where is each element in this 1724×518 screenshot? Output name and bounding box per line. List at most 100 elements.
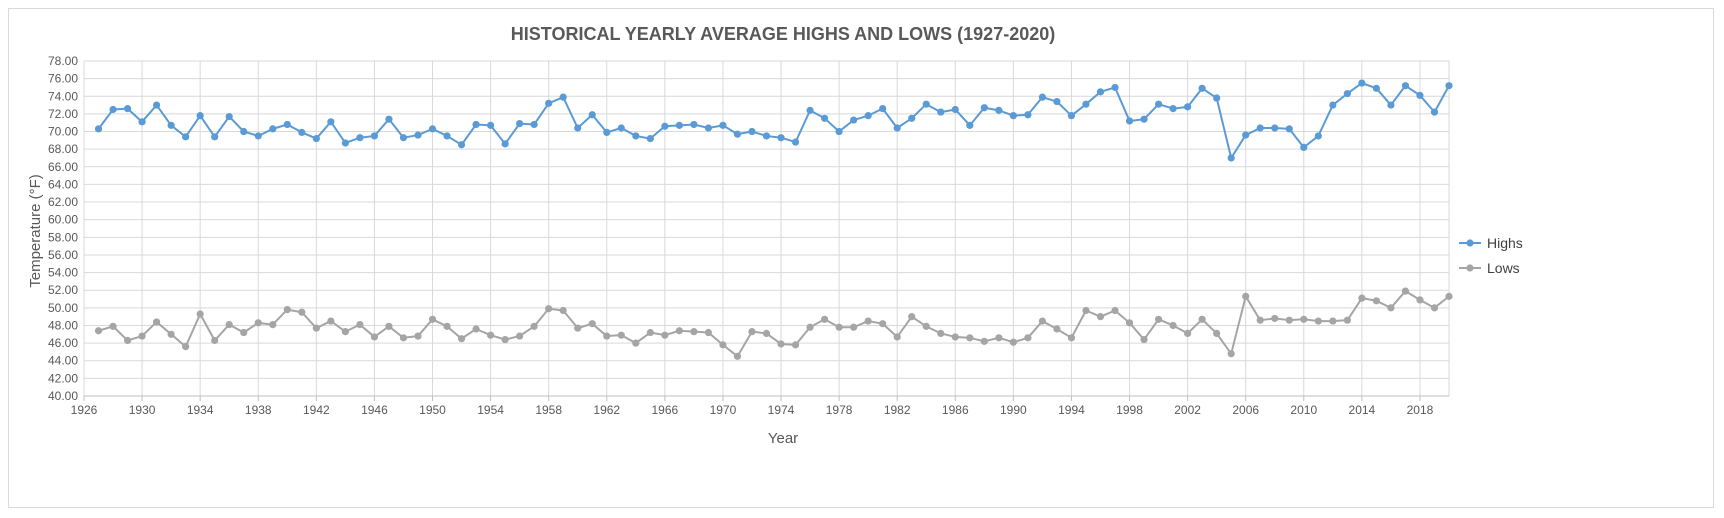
data-point-highs xyxy=(588,111,596,119)
data-point-lows xyxy=(704,328,713,337)
data-point-highs xyxy=(486,121,495,129)
data-point-highs xyxy=(545,99,553,107)
series-lines xyxy=(94,79,1453,360)
x-tick-label: 1958 xyxy=(535,403,562,417)
data-point-lows xyxy=(1387,304,1395,312)
data-point-highs xyxy=(1314,132,1322,140)
data-point-lows xyxy=(399,334,408,342)
data-point-lows xyxy=(777,340,785,348)
data-point-highs xyxy=(806,106,814,114)
data-point-highs xyxy=(1111,83,1119,92)
data-point-lows xyxy=(211,336,219,345)
data-point-highs xyxy=(399,134,408,142)
data-point-highs xyxy=(370,132,379,140)
data-point-highs xyxy=(94,125,103,133)
legend-marker-lows xyxy=(1466,264,1474,272)
data-point-highs xyxy=(298,128,306,137)
data-point-highs xyxy=(1343,90,1351,98)
data-point-highs xyxy=(196,112,204,120)
legend-label-highs: Highs xyxy=(1487,235,1523,251)
data-point-lows xyxy=(1024,334,1032,342)
data-point-lows xyxy=(806,323,814,331)
data-point-lows xyxy=(240,328,248,337)
data-point-highs xyxy=(893,124,901,132)
line-chart: HISTORICAL YEARLY AVERAGE HIGHS AND LOWS… xyxy=(27,24,1523,447)
data-point-lows xyxy=(995,334,1003,342)
data-point-highs xyxy=(356,134,364,142)
y-tick-label: 72.00 xyxy=(48,107,78,121)
x-tick-label: 1970 xyxy=(710,403,737,417)
data-point-lows xyxy=(225,320,233,329)
x-tick-label: 1938 xyxy=(245,403,272,417)
data-point-highs xyxy=(719,121,727,129)
data-point-highs xyxy=(1387,101,1395,109)
data-point-highs xyxy=(995,106,1003,114)
y-tick-label: 50.00 xyxy=(48,301,78,315)
x-tick-label: 1930 xyxy=(129,403,156,417)
data-point-highs xyxy=(762,132,771,140)
data-point-lows xyxy=(298,308,306,316)
data-point-highs xyxy=(1213,94,1221,102)
data-point-highs xyxy=(1242,131,1250,139)
data-point-lows xyxy=(428,315,437,323)
data-point-highs xyxy=(835,127,843,136)
data-point-highs xyxy=(791,138,800,146)
x-tick-label: 2014 xyxy=(1349,403,1376,417)
x-tick-label: 2018 xyxy=(1407,403,1434,417)
data-point-lows xyxy=(341,328,349,336)
y-tick-label: 40.00 xyxy=(48,389,78,403)
data-point-lows xyxy=(1372,297,1380,305)
data-point-highs xyxy=(1416,91,1424,99)
data-point-lows xyxy=(1198,315,1206,323)
data-point-lows xyxy=(850,323,858,331)
x-tick-label: 1934 xyxy=(187,403,214,417)
data-point-lows xyxy=(719,341,727,349)
data-point-highs xyxy=(109,105,117,114)
data-point-highs xyxy=(661,122,669,130)
data-point-highs xyxy=(269,125,277,133)
y-tick-label: 44.00 xyxy=(48,354,78,368)
data-point-highs xyxy=(603,128,611,137)
y-tick-label: 64.00 xyxy=(48,177,78,191)
data-point-lows xyxy=(196,310,204,318)
y-tick-label: 42.00 xyxy=(48,371,78,385)
data-point-lows xyxy=(1242,292,1250,300)
data-point-highs xyxy=(1358,79,1366,87)
data-point-highs xyxy=(922,100,930,108)
data-point-highs xyxy=(1256,124,1264,132)
data-point-lows xyxy=(254,319,262,327)
y-tick-label: 70.00 xyxy=(48,125,78,139)
data-point-lows xyxy=(632,339,640,347)
data-point-highs xyxy=(980,104,988,112)
data-point-lows xyxy=(1154,315,1163,323)
data-point-highs xyxy=(254,132,262,140)
data-point-highs xyxy=(966,121,974,129)
data-point-lows xyxy=(283,306,291,314)
data-point-lows xyxy=(1300,315,1308,323)
x-tick-label: 1950 xyxy=(419,403,446,417)
data-point-lows xyxy=(1358,294,1366,302)
data-point-lows xyxy=(690,328,698,336)
data-point-lows xyxy=(879,320,887,328)
data-point-lows xyxy=(123,336,132,345)
data-point-highs xyxy=(327,118,335,126)
data-point-highs xyxy=(1445,82,1453,90)
data-point-highs xyxy=(1430,108,1439,116)
x-tick-label: 1962 xyxy=(593,403,620,417)
data-point-lows xyxy=(312,324,320,332)
legend-marker-highs xyxy=(1466,239,1474,247)
data-point-lows xyxy=(1184,329,1192,338)
data-point-highs xyxy=(414,131,422,139)
data-point-lows xyxy=(1445,292,1453,300)
data-point-lows xyxy=(675,327,683,335)
data-point-lows xyxy=(559,306,567,315)
data-point-lows xyxy=(370,333,379,341)
data-point-highs xyxy=(777,134,785,142)
data-point-highs xyxy=(1271,124,1279,132)
data-point-highs xyxy=(1009,112,1017,120)
data-point-lows xyxy=(1125,319,1134,327)
x-tick-label: 2006 xyxy=(1232,403,1259,417)
legend-label-lows: Lows xyxy=(1487,260,1520,276)
data-point-highs xyxy=(1053,97,1061,106)
y-tick-label: 54.00 xyxy=(48,266,78,280)
